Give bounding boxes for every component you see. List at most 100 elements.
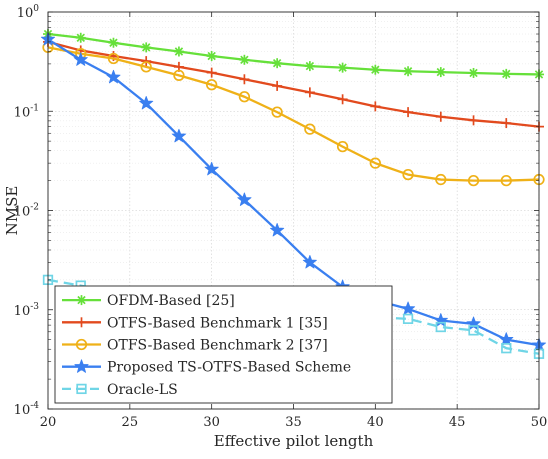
legend-label: OTFS-Based Benchmark 2 [37]	[107, 338, 328, 354]
legend-marker	[74, 359, 89, 373]
data-point	[403, 107, 414, 118]
legend-label: Proposed TS-OTFS-Based Scheme	[107, 360, 351, 376]
marker-stroke	[240, 55, 249, 64]
data-point	[468, 67, 479, 78]
data-point	[206, 51, 217, 62]
legend-item: OFDM-Based [25]	[62, 293, 235, 309]
data-point	[467, 174, 480, 187]
data-point	[336, 140, 349, 153]
data-point	[435, 321, 446, 333]
x-axis-label: Effective pilot length	[214, 432, 374, 450]
axis-ticks: 20 25 30 35 40 45 50 10-4 10-3 10-2 10-1 100	[14, 4, 548, 430]
x-tick-label: 30	[203, 415, 220, 430]
legend-marker	[75, 338, 88, 351]
marker-stroke	[371, 65, 380, 74]
y-axis-label: NMSE	[3, 186, 21, 236]
legend-marker	[76, 383, 87, 395]
data-point	[403, 66, 414, 77]
x-tick-label: 50	[531, 415, 548, 430]
marker-stroke	[141, 43, 151, 52]
x-tick-label: 35	[285, 415, 302, 430]
y-tick-label: 10-4	[14, 401, 40, 418]
marker-stroke	[469, 68, 478, 78]
data-point	[239, 74, 250, 85]
data-point	[73, 52, 88, 66]
data-point	[271, 106, 283, 118]
series-line	[47, 32, 540, 76]
data-point	[106, 69, 121, 84]
data-point	[501, 118, 512, 129]
data-point	[206, 67, 217, 78]
data-point	[237, 192, 252, 206]
x-tick-label: 45	[449, 415, 466, 430]
y-tick-label: 100	[17, 4, 40, 21]
data-point	[337, 62, 348, 73]
series-line	[47, 46, 540, 182]
data-point	[272, 80, 283, 91]
data-point	[272, 58, 283, 69]
marker-stroke	[77, 295, 86, 305]
data-point	[204, 161, 219, 176]
legend-box	[54, 285, 393, 404]
series-1	[43, 29, 544, 80]
marker-stroke	[272, 58, 282, 68]
data-point	[402, 313, 414, 324]
data-point	[401, 301, 416, 315]
data-point	[500, 174, 512, 187]
legend-item: Oracle-LS	[62, 382, 178, 398]
data-point	[499, 332, 514, 346]
series-3	[42, 41, 545, 187]
legend-item: OTFS-Based Benchmark 2 [37]	[62, 338, 328, 354]
marker-stroke	[305, 61, 315, 71]
legend-label: Oracle-LS	[107, 382, 178, 398]
data-point	[173, 46, 184, 57]
x-tick-label: 40	[367, 415, 384, 430]
data-point	[270, 223, 285, 237]
legend-marker	[76, 317, 87, 328]
data-point	[206, 79, 218, 91]
data-point	[302, 254, 317, 269]
legend-item: Proposed TS-OTFS-Based Scheme	[62, 359, 351, 376]
data-point	[75, 32, 86, 43]
legend-label: OFDM-Based [25]	[107, 293, 235, 309]
data-point	[370, 101, 381, 112]
data-point	[304, 87, 315, 98]
marker-stroke	[338, 63, 347, 72]
legend-item: OTFS-Based Benchmark 1 [35]	[62, 315, 328, 331]
y-tick-label: 10-3	[14, 302, 40, 319]
legend-label: OTFS-Based Benchmark 1 [35]	[107, 315, 328, 331]
data-point	[304, 61, 315, 72]
data-point	[238, 91, 251, 103]
data-point	[468, 115, 479, 126]
marker-stroke	[174, 47, 184, 56]
x-tick-label: 20	[40, 415, 57, 430]
data-point	[139, 95, 154, 110]
marker-stroke	[207, 51, 216, 61]
data-point	[304, 123, 316, 135]
series-line	[47, 40, 540, 128]
data-point	[435, 173, 447, 186]
data-point	[435, 67, 446, 78]
data-point	[468, 325, 479, 336]
data-point	[435, 111, 446, 122]
data-point	[171, 128, 186, 143]
data-point	[140, 61, 152, 73]
data-point	[337, 94, 348, 105]
marker-stroke	[502, 69, 511, 79]
data-point	[239, 54, 250, 65]
data-point	[108, 37, 119, 48]
data-point	[501, 343, 512, 354]
marker-stroke	[76, 33, 85, 42]
data-point	[370, 64, 381, 75]
y-tick-label: 10-1	[14, 103, 39, 120]
data-point	[369, 157, 381, 169]
marker-stroke	[436, 67, 446, 77]
legend: OFDM-Based [25] OTFS-Based Benchmark 1 [3…	[54, 285, 393, 404]
legend-marker	[76, 295, 87, 306]
marker-stroke	[403, 67, 413, 76]
data-point	[173, 69, 185, 81]
y-tick-label: 10-2	[14, 203, 39, 220]
series-line	[47, 38, 540, 347]
data-point	[107, 52, 120, 65]
